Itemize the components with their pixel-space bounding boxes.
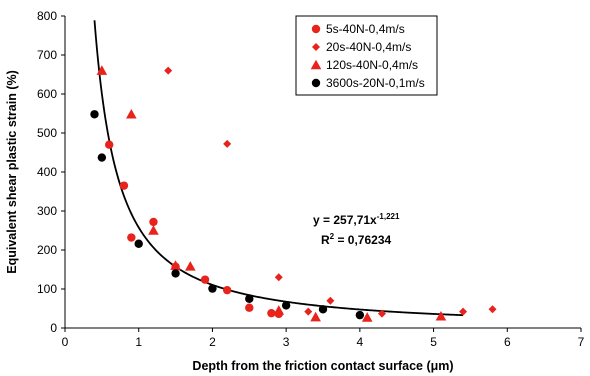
data-point-series-3 bbox=[148, 225, 159, 235]
legend-marker-1 bbox=[311, 24, 321, 34]
y-tick-label: 600 bbox=[37, 87, 57, 101]
data-point-series-4 bbox=[90, 110, 99, 119]
r-squared-label: R bbox=[321, 233, 330, 247]
data-point-series-3 bbox=[170, 260, 181, 270]
x-axis-ticks: 0 1 2 3 4 5 6 7 bbox=[62, 328, 585, 349]
data-point-series-4 bbox=[281, 301, 291, 310]
data-point-series-2 bbox=[223, 139, 232, 148]
legend-label-2: 20s-40N-0,4m/s bbox=[326, 40, 411, 54]
x-tick-label: 4 bbox=[357, 335, 364, 349]
legend-items: 5s-40N-0,4m/s 20s-40N-0,4m/s 120s-40N-0,4m… bbox=[310, 22, 425, 90]
data-point-series-2 bbox=[304, 307, 313, 316]
data-point-series-1 bbox=[200, 275, 210, 284]
data-point-series-3 bbox=[310, 311, 321, 322]
y-axis-title: Equivalent shear plastic strain (%) bbox=[5, 70, 19, 274]
y-tick-label: 300 bbox=[37, 204, 57, 218]
data-point-series-4 bbox=[208, 284, 217, 293]
x-tick-label: 7 bbox=[578, 335, 585, 349]
x-tick-label: 6 bbox=[504, 335, 511, 349]
data-point-series-1 bbox=[105, 140, 114, 149]
data-point-series-4 bbox=[171, 269, 180, 278]
data-point-series-1 bbox=[127, 233, 136, 242]
data-point-series-4 bbox=[97, 153, 107, 162]
data-point-series-4 bbox=[318, 305, 328, 314]
data-point-series-4 bbox=[245, 294, 254, 303]
y-tick-label: 200 bbox=[37, 243, 57, 257]
x-axis-title: Depth from the friction contact surface … bbox=[192, 359, 453, 373]
x-tick-label: 1 bbox=[135, 335, 142, 349]
data-point-series-2 bbox=[274, 273, 283, 282]
data-point-series-1 bbox=[119, 181, 129, 190]
data-points bbox=[90, 65, 497, 322]
legend-marker-2 bbox=[312, 43, 320, 51]
r-squared-value: = 0,76234 bbox=[334, 233, 391, 247]
data-point-series-3 bbox=[185, 261, 196, 271]
legend-label-3: 120s-40N-0,4m/s bbox=[326, 58, 418, 72]
y-axis-ticks: 0 100 200 300 400 500 600 700 800 bbox=[37, 9, 65, 335]
data-point-series-1 bbox=[222, 285, 232, 295]
data-point-series-3 bbox=[361, 312, 373, 322]
power-fit-curve bbox=[93, 20, 464, 317]
data-point-series-3 bbox=[273, 305, 285, 315]
y-tick-label: 100 bbox=[37, 282, 57, 296]
fit-equation-main: y = 257,71x bbox=[313, 213, 377, 227]
r-squared-sup: 2 bbox=[330, 232, 335, 241]
legend-marker-3 bbox=[310, 59, 322, 70]
y-tick-label: 0 bbox=[50, 321, 57, 335]
x-tick-label: 5 bbox=[430, 335, 437, 349]
legend-label-1: 5s-40N-0,4m/s bbox=[326, 22, 405, 36]
data-point-series-4 bbox=[134, 239, 143, 248]
data-point-series-1 bbox=[267, 308, 276, 318]
y-tick-label: 500 bbox=[37, 126, 57, 140]
data-point-series-2 bbox=[459, 307, 468, 316]
x-tick-label: 2 bbox=[209, 335, 216, 349]
fit-equation: y = 257,71x-1,221 bbox=[313, 212, 400, 227]
data-point-series-2 bbox=[164, 66, 173, 75]
data-point-series-3 bbox=[435, 311, 447, 321]
fit-equation-exponent: -1,221 bbox=[377, 212, 400, 221]
fit-r-squared: R2 = 0,76234 bbox=[321, 232, 392, 247]
legend-marker-4 bbox=[311, 78, 321, 88]
x-tick-label: 3 bbox=[283, 335, 290, 349]
legend-label-4: 3600s-20N-0,1m/s bbox=[326, 76, 425, 90]
data-point-series-3 bbox=[126, 108, 137, 119]
data-point-series-3 bbox=[96, 65, 108, 75]
y-tick-label: 800 bbox=[37, 9, 57, 23]
data-point-series-4 bbox=[355, 310, 365, 320]
legend: 5s-40N-0,4m/s 20s-40N-0,4m/s 120s-40N-0,4m… bbox=[295, 15, 438, 96]
y-tick-label: 700 bbox=[37, 48, 57, 62]
data-point-series-1 bbox=[149, 217, 158, 227]
data-point-series-1 bbox=[245, 303, 254, 312]
data-point-series-2 bbox=[488, 305, 497, 314]
data-point-series-2 bbox=[377, 309, 386, 318]
y-tick-label: 400 bbox=[37, 165, 57, 179]
data-point-series-2 bbox=[326, 296, 335, 305]
x-tick-label: 0 bbox=[62, 335, 69, 349]
